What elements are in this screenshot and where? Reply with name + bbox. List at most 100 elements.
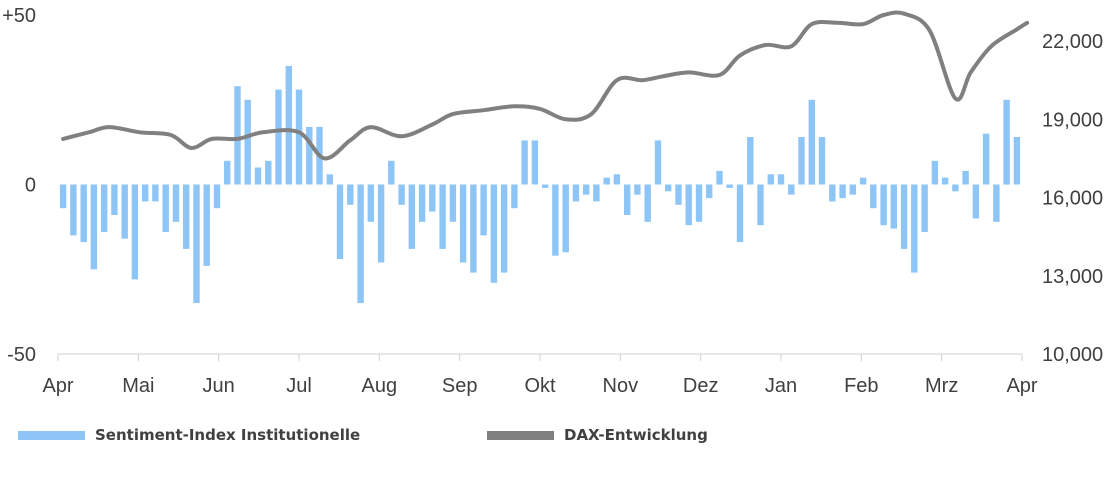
sentiment-bar xyxy=(603,177,610,185)
sentiment-bar xyxy=(593,184,600,202)
x-tick-label: Nov xyxy=(603,375,639,397)
sentiment-bar xyxy=(193,184,200,304)
sentiment-bar xyxy=(921,184,928,232)
legend-swatch-dax xyxy=(487,430,554,440)
sentiment-bar xyxy=(1013,137,1021,185)
sentiment-bar xyxy=(562,184,569,253)
x-tick-label: Sep xyxy=(442,375,478,397)
sentiment-bar xyxy=(511,184,518,209)
x-tick-label: Jul xyxy=(286,375,312,397)
sentiment-bar xyxy=(142,184,149,202)
sentiment-bar xyxy=(911,184,918,273)
sentiment-bar xyxy=(962,170,969,185)
sentiment-bar xyxy=(777,174,785,185)
legend-item-dax: DAX-Entwicklung xyxy=(487,426,708,444)
chart: Apr Mai Jun Jul Aug Sep Okt Nov Dez Jan Feb Mrz Apr … xyxy=(2,5,1103,397)
x-tick-label: Apr xyxy=(42,375,73,397)
sentiment-bar xyxy=(367,184,374,222)
legend-swatch-sentiment xyxy=(18,430,85,440)
sentiment-bar xyxy=(788,184,795,195)
sentiment-bars xyxy=(59,65,1021,304)
x-tick-label: Jun xyxy=(203,375,235,397)
sentiment-bar xyxy=(531,140,539,185)
legend-item-sentiment: Sentiment-Index Institutionelle xyxy=(18,426,360,444)
y-axis-left: +50 0 -50 xyxy=(2,5,36,366)
sentiment-bar xyxy=(203,184,210,266)
sentiment-bar xyxy=(808,99,815,185)
sentiment-bar xyxy=(1003,99,1010,185)
sentiment-bar xyxy=(665,184,672,192)
sentiment-bar xyxy=(521,140,528,185)
sentiment-bar xyxy=(644,184,651,222)
sentiment-bar xyxy=(839,184,846,199)
y-right-tick-label: 16,000 xyxy=(1042,188,1103,210)
sentiment-bar xyxy=(500,184,508,273)
x-tick-label: Aug xyxy=(362,375,398,397)
sentiment-bar xyxy=(675,184,682,205)
sentiment-bar xyxy=(162,184,169,232)
sentiment-bar xyxy=(583,184,590,195)
sentiment-bar xyxy=(859,177,867,185)
y-right-tick-label: 19,000 xyxy=(1042,109,1103,131)
sentiment-bar xyxy=(418,184,426,222)
sentiment-bar xyxy=(234,86,241,185)
sentiment-bar xyxy=(111,184,118,215)
sentiment-bar xyxy=(121,184,128,239)
sentiment-bar xyxy=(747,137,754,185)
sentiment-bar xyxy=(870,184,877,209)
x-tick-label: Feb xyxy=(844,375,878,397)
sentiment-bar xyxy=(101,184,108,232)
sentiment-bar xyxy=(388,160,395,185)
sentiment-bar xyxy=(347,184,354,205)
sentiment-bar xyxy=(572,184,580,202)
sentiment-bar xyxy=(459,184,467,263)
sentiment-bar xyxy=(59,184,67,209)
sentiment-bar xyxy=(972,184,980,219)
x-tick-label: Dez xyxy=(683,375,719,397)
y-left-tick-label: +50 xyxy=(2,5,36,27)
sentiment-bar xyxy=(818,137,826,185)
sentiment-bar xyxy=(183,184,190,249)
y-left-tick-label: -50 xyxy=(7,344,36,366)
y-axis-right: 22,000 19,000 16,000 13,000 10,000 xyxy=(1042,31,1103,366)
sentiment-bar xyxy=(429,184,436,212)
x-tick-label: Mrz xyxy=(925,375,958,397)
sentiment-bar xyxy=(449,184,457,222)
sentiment-bar xyxy=(613,174,621,185)
sentiment-bar xyxy=(326,174,333,185)
sentiment-bar xyxy=(552,184,559,256)
x-tick-label: Jan xyxy=(765,375,797,397)
sentiment-bar xyxy=(685,184,692,226)
sentiment-bar xyxy=(993,184,1000,222)
sentiment-bar xyxy=(470,184,477,273)
sentiment-bar xyxy=(480,184,487,236)
sentiment-bar xyxy=(254,167,262,185)
y-right-tick-label: 10,000 xyxy=(1042,344,1103,366)
sentiment-bar xyxy=(90,184,98,270)
sentiment-bar xyxy=(695,184,703,222)
legend-label-sentiment: Sentiment-Index Institutionelle xyxy=(95,426,361,444)
sentiment-bar xyxy=(941,177,949,185)
x-tick-label: Mai xyxy=(122,375,154,397)
sentiment-bar xyxy=(131,184,139,280)
sentiment-bar xyxy=(152,184,159,202)
sentiment-bar xyxy=(849,184,856,195)
y-left-tick-label: 0 xyxy=(25,175,36,197)
x-tick-label: Apr xyxy=(1006,375,1037,397)
sentiment-bar xyxy=(70,184,77,236)
sentiment-bar xyxy=(275,89,282,185)
sentiment-bar xyxy=(798,137,805,185)
sentiment-bar xyxy=(244,99,251,185)
dax-line xyxy=(61,10,1030,161)
sentiment-bar xyxy=(172,184,180,222)
sentiment-bar xyxy=(408,184,415,249)
y-right-tick-label: 13,000 xyxy=(1042,266,1103,288)
x-tick-label: Okt xyxy=(524,375,556,397)
sentiment-bar xyxy=(880,184,887,226)
sentiment-bar xyxy=(357,184,364,304)
sentiment-bar xyxy=(654,140,662,185)
sentiment-bar xyxy=(295,89,303,185)
sentiment-bar xyxy=(80,184,87,243)
sentiment-bar xyxy=(213,184,221,209)
sentiment-bar xyxy=(767,174,774,185)
